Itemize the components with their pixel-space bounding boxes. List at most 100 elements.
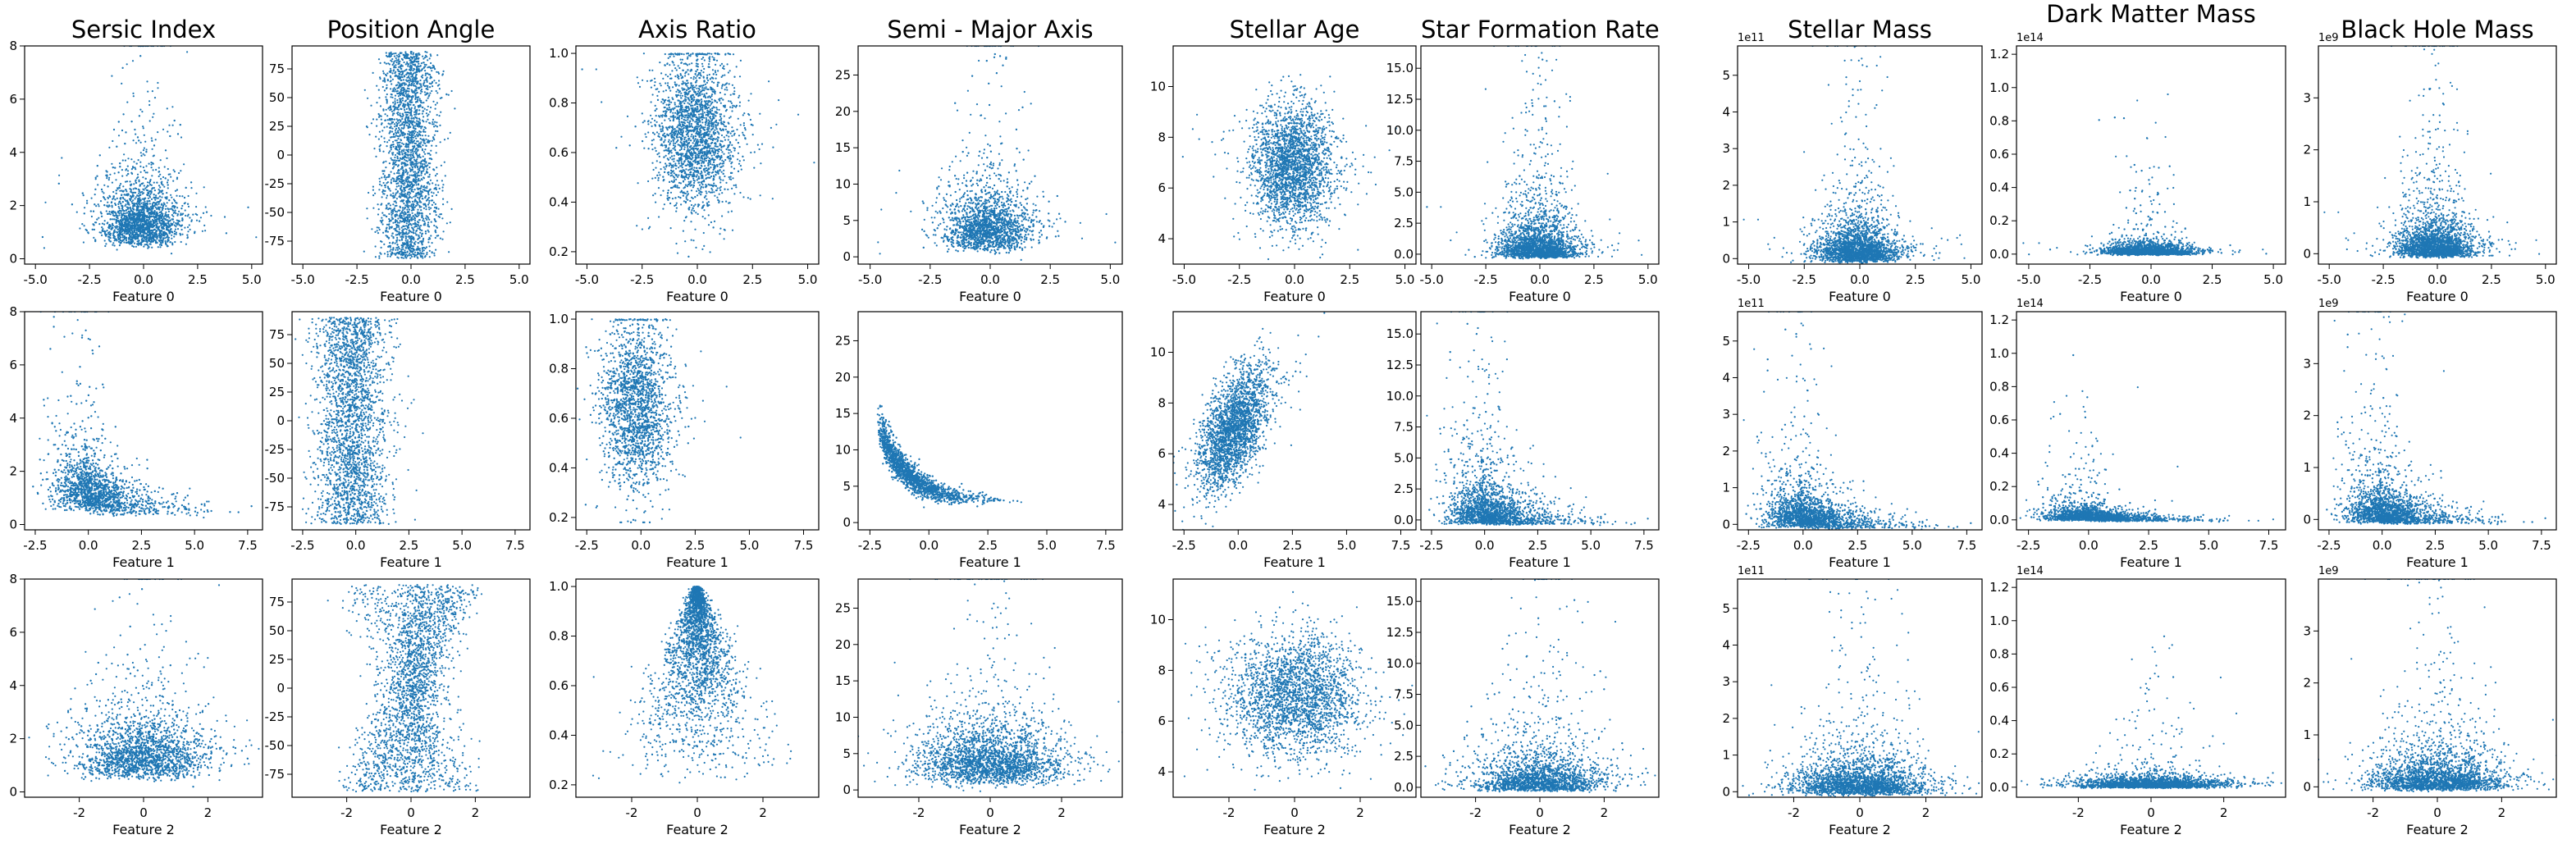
data-point	[396, 247, 398, 249]
data-point	[415, 182, 417, 184]
data-point	[134, 221, 135, 222]
data-point	[391, 119, 393, 121]
data-point	[425, 233, 427, 235]
data-point	[386, 52, 387, 53]
data-point	[185, 215, 186, 217]
data-point	[391, 147, 392, 148]
data-point	[416, 230, 418, 231]
data-point	[395, 57, 397, 59]
data-point	[391, 61, 393, 62]
data-point	[175, 229, 176, 230]
data-point	[426, 253, 427, 255]
data-point	[411, 163, 413, 165]
data-point	[421, 75, 422, 77]
data-point	[413, 143, 415, 144]
data-point	[147, 171, 148, 173]
data-point	[439, 188, 441, 189]
data-point	[435, 175, 436, 176]
data-point	[399, 228, 400, 230]
data-point	[102, 223, 103, 225]
data-point	[404, 162, 405, 163]
data-point	[158, 167, 160, 169]
data-point	[398, 95, 400, 97]
data-point	[155, 240, 157, 242]
data-point	[434, 121, 436, 123]
data-point	[419, 240, 421, 242]
data-point	[121, 169, 123, 171]
data-point	[385, 161, 386, 162]
data-point	[108, 179, 110, 180]
data-point	[178, 172, 180, 174]
data-point	[127, 170, 129, 171]
data-point	[171, 244, 173, 245]
data-point	[160, 199, 162, 201]
data-point	[158, 192, 160, 194]
data-point	[398, 153, 400, 155]
data-point	[422, 244, 423, 245]
data-point	[120, 232, 121, 234]
data-point	[366, 125, 368, 127]
data-point	[121, 215, 122, 217]
data-point	[417, 162, 418, 164]
data-point	[430, 180, 432, 181]
data-point	[385, 185, 386, 186]
data-point	[149, 243, 151, 244]
data-point	[401, 92, 403, 94]
data-point	[398, 226, 400, 228]
data-point	[413, 153, 414, 154]
data-point	[167, 168, 169, 170]
data-point	[108, 227, 110, 229]
data-point	[386, 251, 388, 253]
data-point	[660, 162, 661, 163]
data-point	[395, 135, 397, 136]
data-point	[144, 232, 146, 234]
data-point	[408, 75, 409, 77]
data-point	[115, 239, 116, 240]
data-point	[157, 228, 158, 230]
data-point	[382, 151, 384, 153]
data-point	[115, 204, 116, 206]
data-point	[418, 252, 419, 253]
data-point	[426, 112, 427, 114]
data-point	[175, 226, 176, 227]
data-point	[620, 136, 622, 138]
data-point	[151, 247, 153, 249]
data-point	[406, 252, 408, 253]
data-point	[400, 135, 401, 137]
data-point	[429, 93, 431, 94]
data-point	[167, 240, 168, 242]
data-point	[395, 98, 396, 99]
data-point	[381, 135, 382, 137]
data-point	[418, 61, 419, 62]
data-point	[164, 203, 166, 205]
data-point	[385, 96, 386, 98]
data-point	[414, 198, 416, 200]
data-point	[704, 59, 706, 61]
data-point	[400, 206, 401, 208]
data-point	[190, 229, 191, 230]
data-point	[389, 226, 391, 228]
data-point	[159, 190, 161, 192]
data-point	[404, 164, 406, 166]
data-point	[136, 207, 138, 208]
scatter-points	[14, 45, 258, 254]
data-point	[107, 213, 108, 215]
data-point	[402, 99, 404, 101]
data-point	[101, 235, 103, 236]
data-point	[123, 113, 125, 115]
data-point	[130, 239, 132, 240]
data-point	[144, 188, 146, 189]
data-point	[110, 218, 112, 220]
data-point	[134, 213, 135, 215]
data-point	[386, 236, 388, 238]
data-point	[155, 215, 157, 217]
data-point	[94, 229, 95, 230]
data-point	[372, 118, 374, 120]
data-point	[419, 122, 421, 124]
data-point	[133, 188, 135, 189]
data-point	[441, 213, 442, 215]
data-point	[156, 204, 158, 206]
data-point	[93, 211, 94, 212]
data-point	[167, 130, 168, 132]
